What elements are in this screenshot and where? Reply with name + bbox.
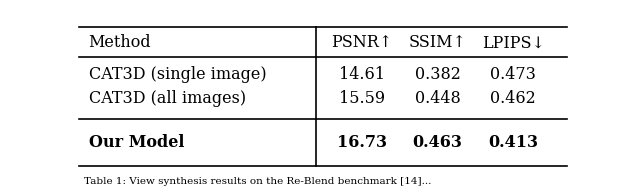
Text: CAT3D (all images): CAT3D (all images) <box>88 90 246 107</box>
Text: 0.473: 0.473 <box>490 65 536 83</box>
Text: LPIPS↓: LPIPS↓ <box>482 35 545 51</box>
Text: Method: Method <box>88 35 151 51</box>
Text: 16.73: 16.73 <box>337 134 387 151</box>
Text: 15.59: 15.59 <box>339 90 385 107</box>
Text: Our Model: Our Model <box>88 134 184 151</box>
Text: 0.413: 0.413 <box>488 134 538 151</box>
Text: CAT3D (single image): CAT3D (single image) <box>88 65 266 83</box>
Text: 14.61: 14.61 <box>339 65 385 83</box>
Text: 0.448: 0.448 <box>415 90 461 107</box>
Text: 0.463: 0.463 <box>413 134 462 151</box>
Text: PSNR↑: PSNR↑ <box>331 35 392 51</box>
Text: Table 1: View synthesis results on the Re-Blend benchmark [14]...: Table 1: View synthesis results on the R… <box>84 177 431 186</box>
Text: SSIM↑: SSIM↑ <box>409 35 467 51</box>
Text: 0.462: 0.462 <box>490 90 536 107</box>
Text: 0.382: 0.382 <box>415 65 461 83</box>
